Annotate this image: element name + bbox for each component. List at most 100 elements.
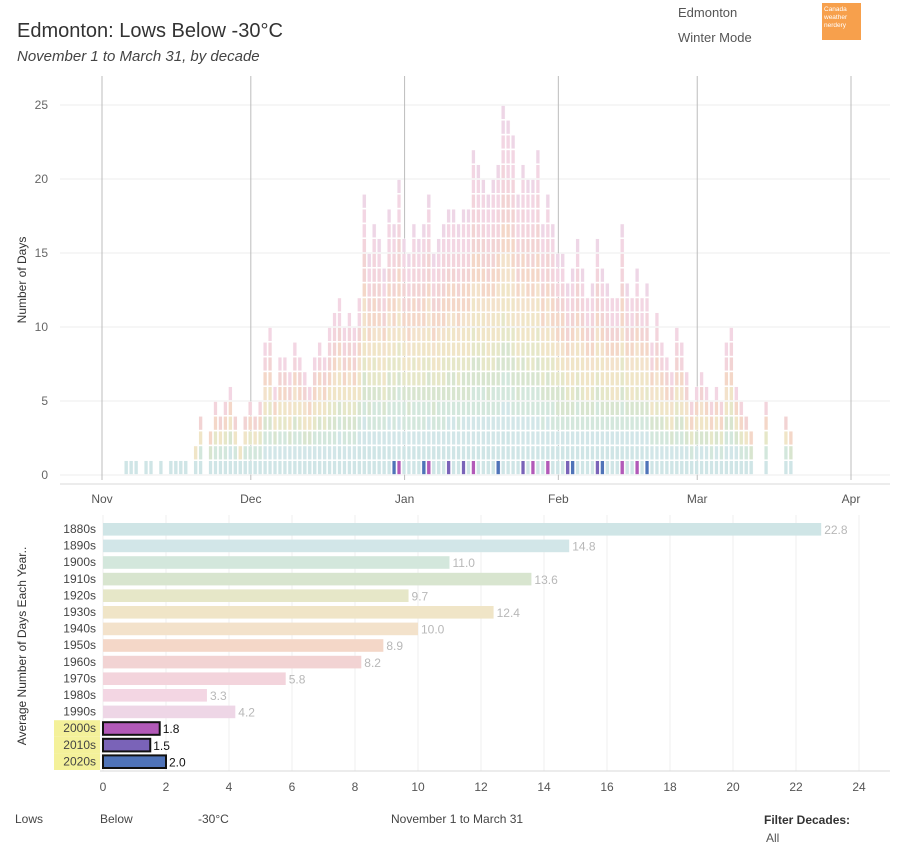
daily-bar-segment bbox=[193, 445, 198, 460]
daily-bar-segment bbox=[337, 342, 342, 357]
footer-date-range[interactable]: November 1 to March 31 bbox=[391, 812, 524, 826]
daily-bar-segment bbox=[684, 416, 689, 431]
daily-bar-segment bbox=[560, 268, 565, 283]
daily-bar-segment bbox=[426, 297, 431, 312]
daily-bar-segment bbox=[610, 371, 615, 386]
daily-bar-segment bbox=[436, 238, 441, 253]
daily-bar-segment bbox=[322, 357, 327, 372]
daily-bar-segment bbox=[669, 416, 674, 431]
daily-bar-segment bbox=[292, 357, 297, 372]
daily-bar-segment bbox=[575, 238, 580, 253]
footer-threshold[interactable]: -30°C bbox=[198, 812, 229, 826]
daily-bar-segment bbox=[540, 268, 545, 283]
daily-bar-segment bbox=[476, 208, 481, 223]
daily-bar-segment bbox=[585, 445, 590, 460]
daily-bar-segment bbox=[396, 194, 402, 209]
daily-bar-segment bbox=[511, 208, 516, 223]
daily-stacked-chart: 0 5 10 15 20 25 Nov Dec Jan Feb Mar Apr Number of Da… bbox=[15, 76, 890, 506]
daily-bar-segment bbox=[357, 327, 362, 342]
daily-bar-segment bbox=[511, 445, 516, 460]
daily-bar-segment bbox=[466, 297, 471, 312]
daily-bar-segment bbox=[620, 312, 625, 327]
footer-below[interactable]: Below bbox=[100, 812, 133, 826]
daily-bar-segment bbox=[525, 194, 531, 209]
daily-bar-segment bbox=[520, 371, 526, 386]
daily-bar-segment bbox=[441, 401, 446, 416]
daily-bar-segment bbox=[476, 416, 481, 431]
daily-bar-segment bbox=[342, 416, 347, 431]
daily-bar-segment bbox=[630, 401, 635, 416]
daily-bar-segment bbox=[466, 208, 471, 223]
daily-bar-segment bbox=[396, 342, 402, 357]
daily-bar-segment bbox=[545, 401, 550, 416]
daily-bar-segment bbox=[327, 416, 332, 431]
daily-bar-segment bbox=[625, 371, 630, 386]
daily-bar-segment bbox=[382, 268, 387, 283]
daily-bar-segment bbox=[377, 386, 382, 401]
daily-bar-segment bbox=[530, 460, 536, 475]
daily-bar-segment bbox=[511, 312, 516, 327]
daily-bar-segment bbox=[555, 371, 560, 386]
daily-bar-segment bbox=[461, 431, 466, 446]
daily-bar-segment bbox=[228, 416, 233, 431]
daily-bar-segment bbox=[600, 431, 605, 446]
daily-bar-segment bbox=[595, 253, 600, 268]
daily-bar-segment bbox=[411, 445, 416, 460]
decade-label: 1980s bbox=[63, 688, 96, 702]
daily-bar-segment bbox=[198, 460, 203, 475]
daily-bar-segment bbox=[520, 357, 526, 372]
daily-bar-segment bbox=[699, 445, 704, 460]
city-selector[interactable]: Edmonton bbox=[678, 5, 738, 20]
daily-bar-segment bbox=[327, 371, 332, 386]
daily-bar-segment bbox=[347, 431, 352, 446]
daily-bar-segment bbox=[411, 268, 416, 283]
daily-bar-segment bbox=[664, 386, 669, 401]
daily-bar-segment bbox=[476, 253, 481, 268]
daily-bar-segment bbox=[615, 357, 620, 372]
daily-bar-segment bbox=[530, 342, 536, 357]
daily-bar-segment bbox=[471, 371, 476, 386]
mode-selector[interactable]: Winter Mode bbox=[678, 30, 752, 45]
daily-bar-segment bbox=[406, 386, 412, 401]
daily-bar-segment bbox=[258, 401, 263, 416]
daily-bar-segment bbox=[218, 460, 223, 475]
daily-bar-segment bbox=[565, 416, 570, 431]
daily-bar-segment bbox=[679, 431, 684, 446]
daily-bar-segment bbox=[471, 223, 476, 238]
daily-bar-segment bbox=[585, 357, 590, 372]
daily-bar-segment bbox=[615, 416, 620, 431]
daily-bar-segment bbox=[605, 431, 610, 446]
daily-bar-segment bbox=[436, 297, 441, 312]
footer-lows[interactable]: Lows bbox=[15, 812, 44, 826]
daily-bar-segment bbox=[416, 386, 421, 401]
daily-bar-segment bbox=[367, 327, 372, 342]
daily-bar-segment bbox=[337, 386, 342, 401]
daily-bar-segment bbox=[406, 460, 412, 475]
daily-bar-segment bbox=[391, 342, 397, 357]
daily-bar-segment bbox=[272, 445, 278, 460]
daily-bar-segment bbox=[540, 371, 545, 386]
daily-bar-segment bbox=[560, 386, 565, 401]
daily-bar-segment bbox=[471, 283, 476, 298]
daily-bar-segment bbox=[600, 283, 605, 298]
daily-bar-segment bbox=[456, 460, 461, 475]
daily-bar-segment bbox=[525, 179, 531, 194]
daily-bar-segment bbox=[431, 371, 436, 386]
daily-bar-segment bbox=[267, 386, 273, 401]
daily-bar-segment bbox=[377, 371, 382, 386]
daily-bar-segment bbox=[431, 268, 436, 283]
daily-bar-segment bbox=[391, 327, 397, 342]
daily-bar-segment bbox=[248, 401, 253, 416]
daily-bar-segment bbox=[555, 431, 560, 446]
filter-decades-value[interactable]: All bbox=[766, 831, 780, 845]
daily-bar-segment bbox=[600, 386, 605, 401]
daily-bar-segment bbox=[506, 460, 511, 475]
daily-bar-segment bbox=[312, 416, 317, 431]
daily-bar-segment bbox=[406, 401, 412, 416]
daily-bar-segment bbox=[243, 445, 248, 460]
daily-bar-segment bbox=[302, 386, 307, 401]
daily-bar-segment bbox=[297, 371, 302, 386]
daily-bar-segment bbox=[461, 297, 466, 312]
daily-bar-segment bbox=[337, 297, 342, 312]
daily-bar-segment bbox=[520, 416, 526, 431]
